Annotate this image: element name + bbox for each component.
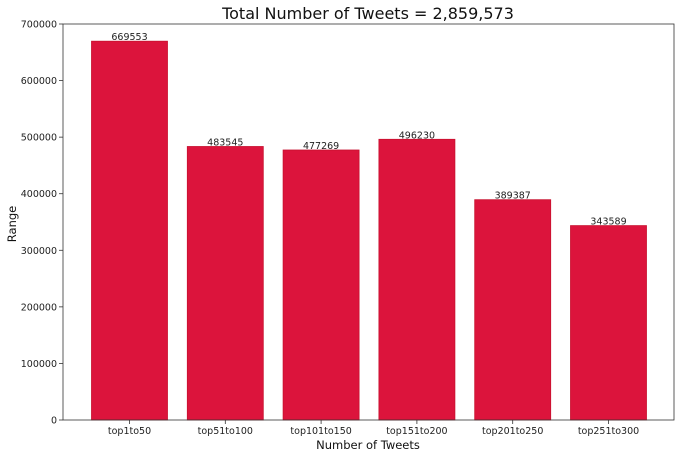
data-label-top251to300: 343589	[590, 217, 626, 228]
x-axis-label: Number of Tweets	[316, 438, 420, 452]
data-label-top101to150: 477269	[303, 141, 339, 152]
x-tick-label-top101to150: top101to150	[290, 426, 351, 437]
bar-top201to250	[474, 199, 552, 421]
axes-frame	[62, 23, 675, 421]
y-tick-label-0: 0	[51, 416, 57, 427]
x-tick-label-top151to200: top151to200	[386, 426, 447, 437]
x-tick-label-top251to300: top251to300	[578, 426, 639, 437]
plot-area: 669553 top1to50 483545 top51to100 477269 top1…	[21, 20, 675, 437]
y-tick-label-300000: 300000	[21, 246, 57, 257]
x-tick-label-top201to250: top201to250	[482, 426, 543, 437]
y-tick-label-500000: 500000	[21, 133, 57, 144]
data-label-top51to100: 483545	[207, 138, 243, 149]
y-tick-label-100000: 100000	[21, 359, 57, 370]
chart-title: Total Number of Tweets = 2,859,573	[221, 4, 514, 23]
x-tick-label-top51to100: top51to100	[198, 426, 253, 437]
y-tick-label-400000: 400000	[21, 189, 57, 200]
y-tick-label-200000: 200000	[21, 302, 57, 313]
y-tick-label-700000: 700000	[21, 20, 57, 31]
data-label-top201to250: 389387	[495, 191, 531, 202]
y-axis-label: Range	[5, 206, 19, 242]
bar-top251to300	[570, 225, 647, 421]
data-label-top151to200: 496230	[399, 130, 435, 141]
bar-top151to200	[378, 138, 456, 421]
bar-top1to50	[91, 40, 168, 421]
y-tick-label-600000: 600000	[21, 76, 57, 87]
bar-top101to150	[282, 149, 360, 421]
data-label-top1to50: 669553	[111, 32, 147, 43]
x-tick-label-top1to50: top1to50	[108, 426, 151, 437]
bar-top51to100	[186, 146, 264, 421]
